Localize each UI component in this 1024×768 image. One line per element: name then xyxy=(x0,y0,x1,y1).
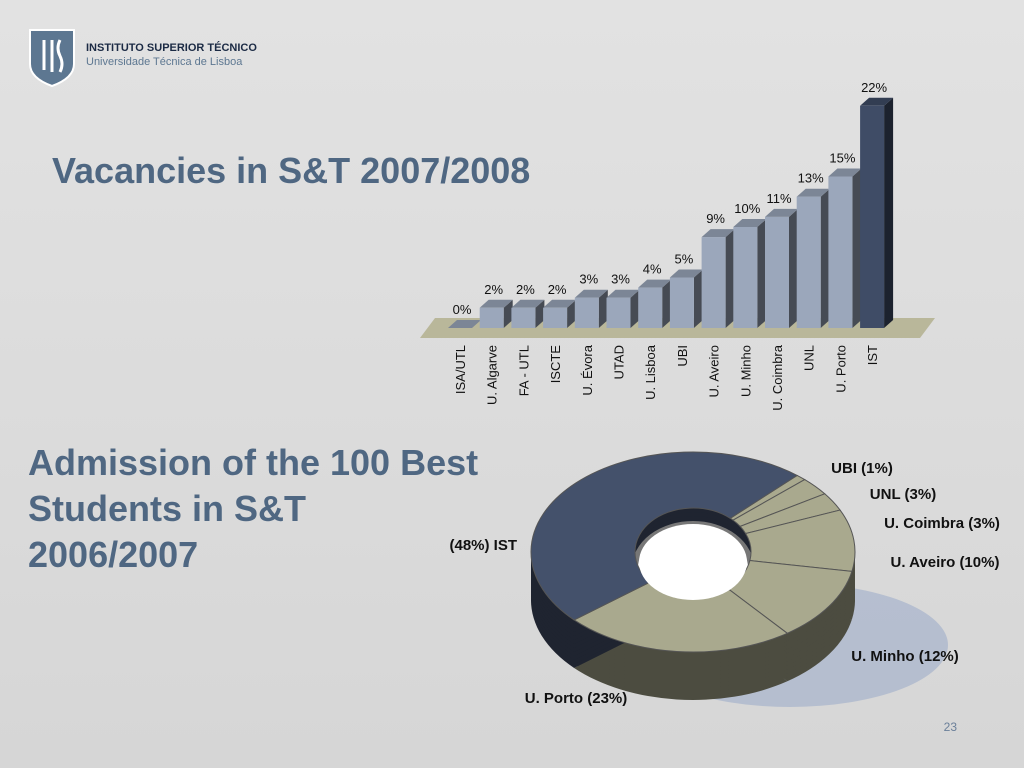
pie-title: Admission of the 100 Best Students in S&… xyxy=(28,442,479,575)
bar-top xyxy=(638,279,672,288)
value-label: 0% xyxy=(453,302,472,317)
slice xyxy=(530,451,799,621)
x-tick-label: U. Minho xyxy=(738,345,753,397)
slice xyxy=(725,560,853,634)
bar-top xyxy=(479,299,513,308)
x-tick-label: U. Aveiro xyxy=(707,345,722,398)
x-tick-label: FA - UTL xyxy=(516,345,531,396)
bar-top xyxy=(765,208,798,217)
x-tick-label: UNL xyxy=(802,345,817,371)
logo-glyph xyxy=(42,39,64,73)
bar-side xyxy=(503,299,513,328)
hole xyxy=(639,524,747,600)
value-label: 13% xyxy=(798,171,824,186)
bar xyxy=(669,277,694,328)
bar-side xyxy=(630,289,640,328)
bar xyxy=(733,227,758,328)
university: Universidade Técnica de Lisboa xyxy=(86,56,243,68)
bar xyxy=(796,196,821,328)
bar-top xyxy=(733,219,767,227)
x-tick-label: ISA/UTL xyxy=(453,345,468,394)
bar-top xyxy=(574,289,608,298)
value-label: 11% xyxy=(766,191,791,206)
bar-top xyxy=(448,320,481,328)
bar-top xyxy=(701,229,735,238)
slice-label: UNL (3%) xyxy=(870,486,936,503)
value-label: 5% xyxy=(675,252,694,267)
slice-label: (48%) IST xyxy=(449,537,517,554)
bar-side xyxy=(884,97,894,328)
bar xyxy=(543,307,568,328)
bar-title: Vacancies in S&T 2007/2008 xyxy=(52,150,531,191)
bar-side xyxy=(567,299,577,328)
bar xyxy=(765,216,789,328)
bar-side xyxy=(693,269,703,328)
bar-side xyxy=(725,229,735,328)
bar xyxy=(638,287,663,328)
x-tick-label: UBI xyxy=(675,345,690,367)
bar xyxy=(828,176,853,328)
value-label: 15% xyxy=(829,151,855,166)
bar-side xyxy=(852,168,862,328)
slice-label: U. Minho (12%) xyxy=(851,648,959,665)
value-label: 2% xyxy=(548,282,567,297)
bar xyxy=(701,237,726,328)
slice-label: UBI (1%) xyxy=(831,460,893,477)
bar xyxy=(860,105,885,328)
bar-side xyxy=(820,188,830,328)
x-tick-label: UTAD xyxy=(612,345,627,379)
bar-top xyxy=(606,289,640,298)
bar-top xyxy=(511,299,545,308)
x-tick-label: IST xyxy=(865,345,880,365)
bar-top xyxy=(828,168,862,177)
value-label: 4% xyxy=(643,262,662,277)
value-label: 9% xyxy=(706,211,725,226)
bar-side xyxy=(662,279,672,328)
bar-top xyxy=(669,269,703,278)
bar-side xyxy=(535,299,545,328)
value-label: 10% xyxy=(734,201,760,216)
bar xyxy=(479,307,504,328)
bar-side xyxy=(789,208,798,328)
value-label: 3% xyxy=(579,272,598,287)
bar-side xyxy=(757,219,767,328)
bar xyxy=(606,297,631,328)
bar xyxy=(511,307,536,328)
value-label: 2% xyxy=(516,282,535,297)
bar-side xyxy=(598,289,608,328)
slice-label: U. Coimbra (3%) xyxy=(884,515,1000,532)
slice-label: U. Porto (23%) xyxy=(525,690,628,707)
x-tick-label: U. Algarve xyxy=(485,345,500,405)
bar-top xyxy=(796,188,830,197)
x-tick-label: U. Coimbra xyxy=(770,344,785,411)
x-tick-label: U. Porto xyxy=(833,345,848,393)
x-tick-label: U. Évora xyxy=(580,344,595,395)
slice-label: U. Aveiro (10%) xyxy=(891,554,1000,571)
value-label: 3% xyxy=(611,272,630,287)
bar xyxy=(574,297,599,328)
bar-top xyxy=(543,299,577,308)
x-tick-label: U. Lisboa xyxy=(643,344,658,400)
institute: INSTITUTO SUPERIOR TÉCNICO xyxy=(86,41,257,54)
slide-number: 23 xyxy=(944,720,958,734)
bar-top xyxy=(860,97,894,106)
value-label: 2% xyxy=(484,282,503,297)
x-tick-label: ISCTE xyxy=(548,345,563,384)
value-label: 22% xyxy=(861,80,887,95)
